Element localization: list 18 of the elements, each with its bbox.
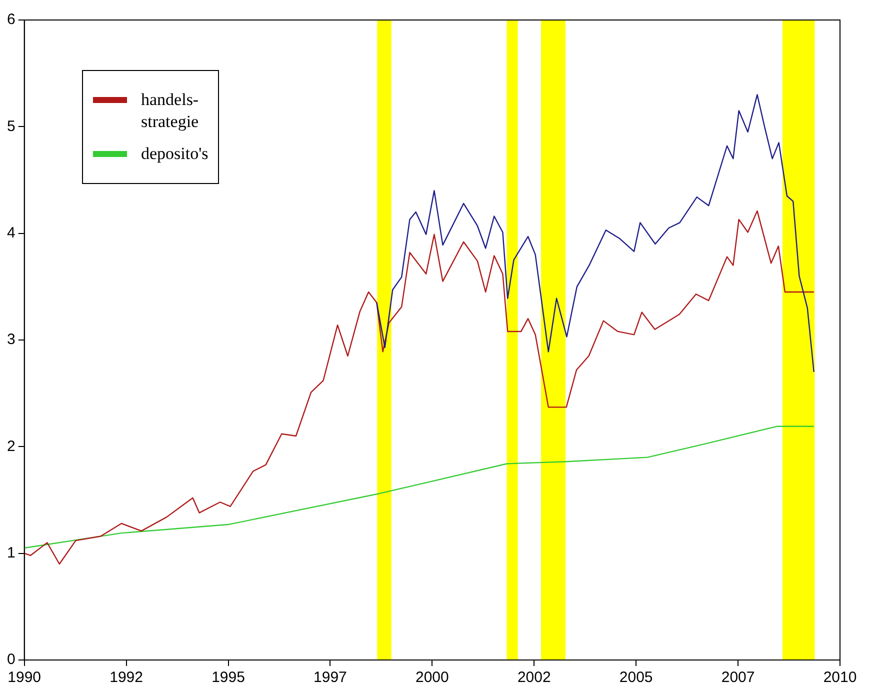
- x-tick-label: 1990: [8, 669, 42, 686]
- legend-label: deposito's: [141, 143, 208, 166]
- y-tick-label: 6: [7, 11, 16, 28]
- y-tick-label: 0: [7, 651, 16, 668]
- y-tick-label: 4: [7, 224, 16, 242]
- y-tick-label: 2: [7, 438, 16, 455]
- x-tick-label: 2002: [517, 669, 551, 686]
- y-tick-label: 5: [7, 118, 16, 135]
- y-tick-label: 3: [7, 331, 16, 348]
- legend-label: handels- strategie: [141, 89, 199, 134]
- x-tick-label: 2010: [823, 669, 857, 686]
- x-tick-label: 2007: [721, 669, 755, 686]
- x-tick-label: 2000: [415, 669, 449, 686]
- x-tick-label: 1997: [314, 669, 347, 686]
- x-tick-label: 2005: [619, 669, 653, 686]
- x-tick-label: 1992: [110, 669, 143, 686]
- x-tick-label: 1995: [212, 669, 245, 686]
- y-tick-label: 1: [7, 544, 16, 562]
